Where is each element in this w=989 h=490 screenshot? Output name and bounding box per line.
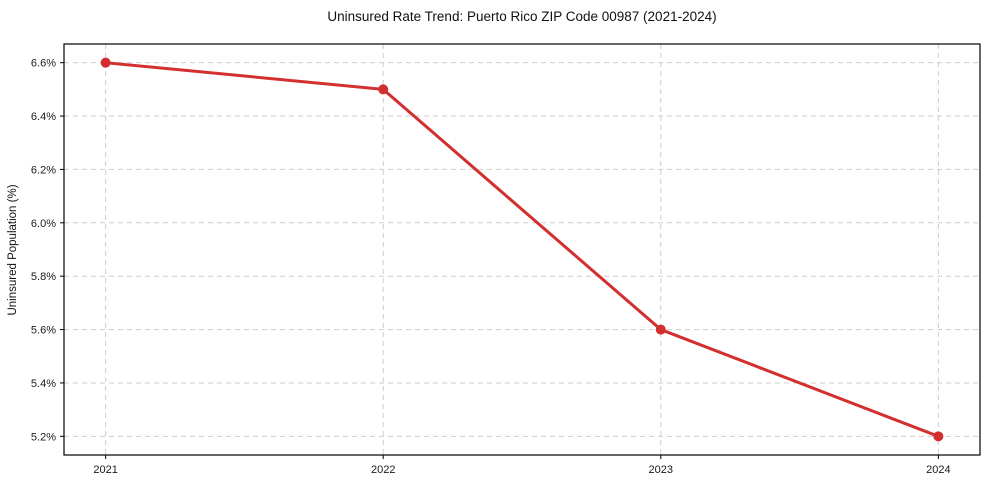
x-tick-label: 2021	[93, 464, 117, 476]
y-tick-label: 6.4%	[31, 111, 56, 123]
y-tick-label: 5.2%	[31, 431, 56, 443]
y-tick-label: 5.4%	[31, 378, 56, 390]
data-point-2023	[655, 324, 666, 335]
y-tick-label: 5.6%	[31, 325, 56, 337]
trend-line	[104, 61, 940, 438]
y-tick-label: 6.2%	[31, 164, 56, 176]
y-tick-label: 6.6%	[31, 58, 56, 70]
x-tick-label: 2022	[371, 464, 395, 476]
x-tick-label: 2024	[926, 464, 950, 476]
y-tick-label: 5.8%	[31, 271, 56, 283]
plot-group: 5.2% 5.4% 5.6% 5.8% 6.0% 6.2% 6.4% 6.6% 2021 2022…	[31, 43, 981, 476]
data-point-2022	[378, 84, 389, 95]
chart-title: Uninsured Rate Trend: Puerto Rico ZIP Co…	[327, 9, 717, 24]
data-point-2021	[100, 57, 111, 68]
x-tick-label: 2023	[649, 464, 673, 476]
data-point-2024	[933, 431, 944, 442]
y-tick-label: 6.0%	[31, 218, 56, 230]
plot-frame	[63, 43, 981, 456]
